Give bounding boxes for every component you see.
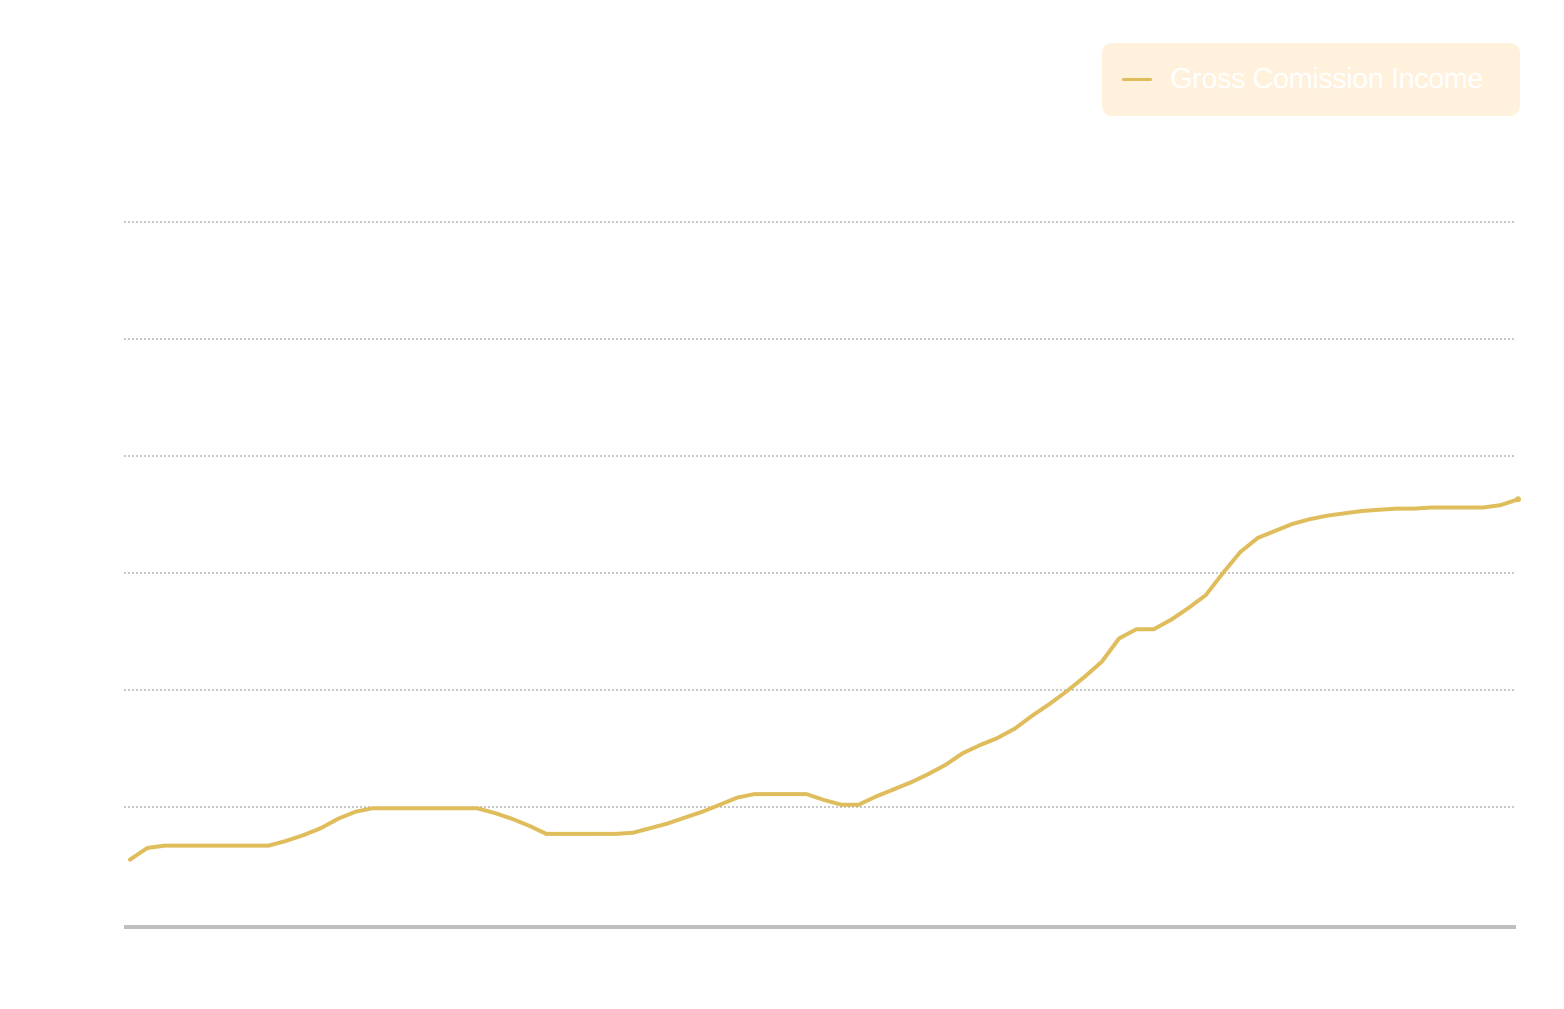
data-point — [1186, 606, 1190, 610]
data-point — [839, 803, 843, 807]
data-point — [770, 792, 774, 796]
data-point — [510, 817, 514, 821]
data-point — [492, 811, 496, 815]
data-point — [1429, 505, 1433, 510]
data-point — [1013, 727, 1017, 731]
data-point — [1030, 714, 1034, 718]
data-point — [145, 846, 149, 850]
data-point — [215, 844, 219, 848]
data-point — [423, 806, 427, 810]
data-point — [406, 806, 410, 810]
data-point — [874, 794, 878, 799]
data-point — [1342, 511, 1347, 515]
legend[interactable]: Gross Comission Income — [1102, 43, 1520, 116]
series-layer — [128, 496, 1521, 862]
data-point — [1047, 702, 1052, 706]
data-point — [163, 844, 167, 848]
data-point — [475, 806, 479, 810]
data-point — [180, 844, 184, 848]
data-point — [354, 810, 358, 814]
data-point — [319, 826, 323, 830]
data-point — [388, 806, 392, 810]
data-point — [1499, 503, 1503, 507]
data-point — [787, 792, 791, 796]
data-point — [1082, 675, 1086, 679]
data-point — [683, 815, 687, 820]
data-point — [943, 763, 948, 767]
data-point — [614, 832, 618, 836]
data-point — [1412, 507, 1416, 511]
data-point — [579, 832, 583, 836]
data-point — [440, 806, 444, 810]
data-point — [1464, 505, 1468, 510]
data-point — [822, 798, 826, 802]
data-point — [1515, 496, 1521, 503]
data-point — [249, 844, 253, 848]
data-point — [596, 832, 601, 836]
data-point — [1256, 536, 1260, 540]
data-point — [197, 844, 201, 848]
data-point — [371, 806, 375, 810]
data-point — [1152, 627, 1156, 631]
data-point — [1100, 660, 1104, 664]
data-point — [857, 803, 861, 807]
data-point — [1238, 550, 1242, 554]
data-point — [1134, 627, 1138, 631]
series-line-gross-comission-income — [128, 497, 1520, 862]
data-point — [735, 796, 739, 800]
data-point — [648, 826, 653, 830]
data-point — [718, 803, 722, 807]
data-point — [527, 824, 531, 828]
data-point — [1377, 508, 1381, 512]
data-point — [1169, 618, 1173, 622]
data-point — [995, 736, 1000, 740]
data-point — [631, 831, 635, 835]
data-point — [1273, 529, 1277, 533]
data-point — [1481, 505, 1485, 510]
legend-label: Gross Comission Income — [1170, 63, 1483, 95]
gridlines — [124, 221, 1516, 808]
data-point — [1290, 522, 1295, 526]
data-point — [232, 844, 236, 848]
data-point — [700, 810, 705, 814]
data-point — [1117, 636, 1121, 641]
data-point — [336, 817, 340, 821]
data-point — [891, 787, 896, 792]
data-point — [458, 806, 462, 810]
data-point — [267, 844, 271, 848]
data-point — [1325, 514, 1329, 518]
data-point — [284, 839, 288, 843]
data-point — [666, 821, 670, 826]
data-point — [805, 792, 809, 796]
data-point — [926, 772, 930, 776]
data-point — [978, 743, 982, 747]
data-point — [1308, 517, 1312, 521]
data-point — [1065, 689, 1069, 693]
data-point — [1447, 505, 1451, 510]
data-point — [1394, 507, 1399, 511]
data-point — [1204, 593, 1208, 597]
data-point — [544, 832, 549, 836]
data-point — [753, 792, 757, 796]
data-point — [1221, 571, 1225, 575]
data-point — [301, 833, 306, 837]
data-point — [961, 751, 965, 755]
data-point — [909, 780, 913, 785]
data-point — [1360, 509, 1364, 513]
data-point — [128, 858, 132, 862]
legend-swatch — [1122, 78, 1152, 81]
data-point — [562, 832, 566, 836]
